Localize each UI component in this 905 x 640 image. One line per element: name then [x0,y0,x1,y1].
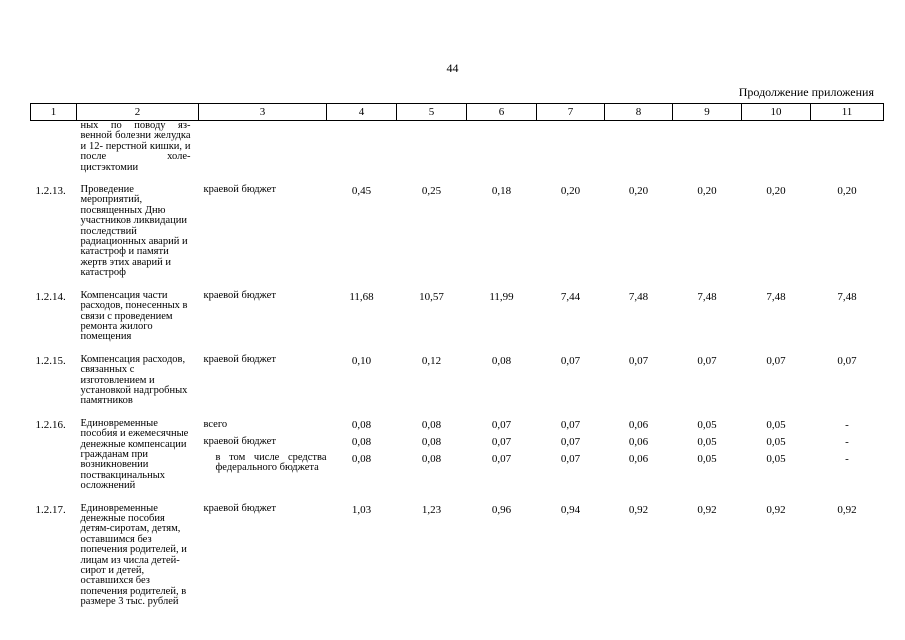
carry-over-row: ных по поводу яз- венной болезни желудка… [31,120,884,174]
value-cell: 0,07 [628,354,649,367]
row-name: Компенсация расходов, связанных с изгото… [80,353,188,407]
value-cell: 0,07 [560,354,581,367]
table-row: 1.2.16. Единовременные пособия и ежемеся… [31,417,884,492]
page-number: 44 [446,61,459,75]
table-row: 1.2.14. Компенсация части расходов, поне… [31,289,884,343]
value-cell: 0,12 [421,354,442,367]
table-row: 1.2.15. Компенсация расходов, связанных … [31,353,884,407]
funding-source-list: всего краевой бюджет в том числе средств… [199,417,327,492]
funding-source: всего [203,418,228,430]
table-row: 1.2.13. Проведение мероприятий, посвящен… [31,183,884,279]
value-cell: --- [845,418,849,465]
value-cell: 0,20 [766,185,786,198]
column-header: 5 [396,103,467,121]
row-name: Компенсация части расходов, понесенных в… [80,289,188,343]
value-cell: 0,05 0,05 0,05 [697,418,717,465]
value-cell: 7,48 [697,290,717,303]
value-cell: 1,03 [351,503,372,516]
row-name: Единовременные денежные пособия детям-си… [80,502,187,608]
table-row: 1.2.17. Единовременные денежные пособия … [31,502,884,608]
row-name: Единовременные пособия и ежемесячные ден… [80,417,189,492]
funding-source: краевой бюджет [203,435,276,447]
value-cell: 0,20 [697,185,717,198]
value-cell: 7,48 [837,290,857,303]
value-cell: 0,08 0,08 0,08 [351,418,372,465]
value-cell: 1,23 [421,503,442,516]
value-cell: 0,96 [491,503,512,516]
funding-source: краевой бюджет [203,353,276,365]
value-cell: 0,20 [560,185,581,198]
row-number: 1.2.14. [35,290,66,303]
column-header: 7 [536,103,605,121]
row-number: 1.2.15. [35,354,66,367]
value-cell: 0,06 0,06 0,06 [628,418,649,465]
column-header: 3 [198,103,327,121]
continuation-label: Продолжение приложения [738,85,874,99]
row-number: 1.2.17. [35,503,66,516]
value-cell: 0,07 [837,354,857,367]
column-header: 1 [30,103,77,121]
carry-over-text: ных по поводу яз- венной болезни желудка… [80,120,191,173]
value-cell: 0,25 [421,185,442,198]
value-cell: 0,45 [351,185,372,198]
funding-source: в том числе средства федерального бюджет… [215,451,327,473]
value-cell: 0,07 0,07 0,07 [491,418,512,465]
funding-source: краевой бюджет [203,289,276,301]
column-header: 2 [76,103,199,121]
column-header: 9 [672,103,742,121]
value-cell: 0,20 [837,185,857,198]
value-cell: 0,08 0,08 0,08 [421,418,442,465]
value-cell: 7,48 [766,290,786,303]
value-cell: 7,44 [560,290,581,303]
value-cell: 0,10 [351,354,372,367]
column-header: 8 [604,103,673,121]
value-cell: 11,99 [489,290,514,303]
column-header: 11 [810,103,884,121]
column-header: 4 [326,103,397,121]
value-cell: 0,05 0,05 0,05 [766,418,786,465]
value-cell: 0,92 [697,503,717,516]
value-cell: 0,94 [560,503,581,516]
value-cell: 0,07 0,07 0,07 [560,418,581,465]
value-cell: 0,92 [766,503,786,516]
value-cell: 0,07 [697,354,717,367]
row-name: Проведение мероприятий, посвященных Дню … [80,184,188,279]
appendix-table: 1 2 3 4 5 6 7 8 9 10 11 ных по поводу яз… [30,103,884,608]
value-cell: 0,92 [628,503,649,516]
row-number: 1.2.16. [35,418,66,431]
value-cell: 11,68 [349,290,374,303]
value-cell: 0,92 [837,503,857,516]
value-cell: 7,48 [628,290,649,303]
funding-source: краевой бюджет [203,184,276,196]
funding-source: краевой бюджет [203,502,276,514]
value-cell: 10,57 [419,290,444,303]
value-cell: 0,08 [491,354,512,367]
value-cell: 0,20 [628,185,649,198]
column-header: 6 [466,103,537,121]
value-cell: 0,18 [491,185,512,198]
row-number: 1.2.13. [35,185,66,198]
column-header: 10 [741,103,811,121]
value-cell: 0,07 [766,354,786,367]
column-number-header: 1 2 3 4 5 6 7 8 9 10 11 [30,103,884,121]
